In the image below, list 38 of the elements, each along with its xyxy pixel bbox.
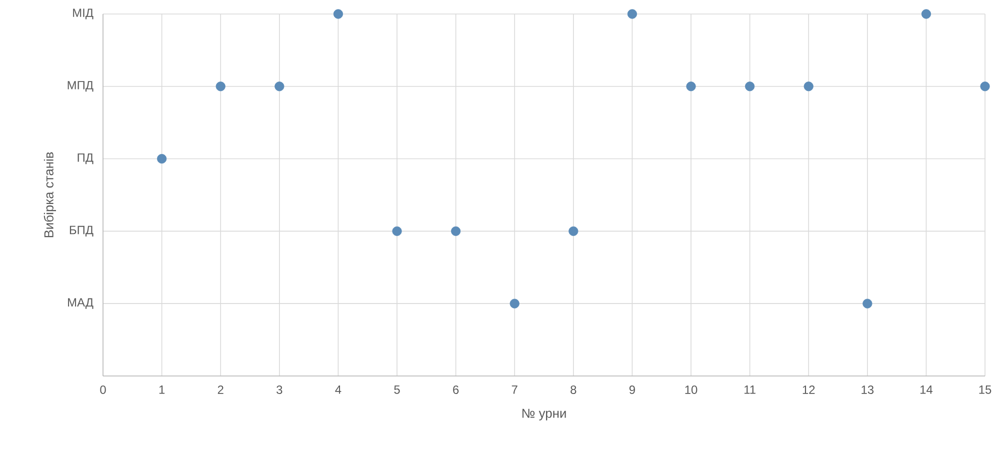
point [980, 82, 990, 92]
point [745, 82, 755, 92]
x-tick-label: 10 [685, 386, 698, 394]
x-tick-label: 14 [920, 386, 933, 394]
point [862, 298, 872, 308]
x-tick-label: 5 [394, 386, 400, 394]
x-axis-title: № урни [522, 408, 566, 420]
x-tick-label: 3 [276, 386, 282, 394]
x-tick-label: 9 [629, 386, 635, 394]
category-label: ПД [78, 153, 94, 164]
x-tick-label: 6 [453, 386, 459, 394]
point [392, 226, 402, 236]
x-tick-label: 12 [802, 386, 815, 394]
category-label: БПД [70, 226, 94, 236]
category-label: МПД [68, 81, 94, 92]
point [157, 154, 167, 164]
x-tick-label: 0 [100, 386, 106, 394]
point [568, 226, 578, 236]
point [627, 9, 638, 19]
x-tick-label: 15 [979, 386, 992, 394]
y-axis-title: Вибірка станів [44, 152, 56, 238]
x-tick-label: 7 [512, 386, 518, 394]
x-tick-label: 8 [570, 386, 576, 394]
point [274, 82, 284, 92]
point [804, 82, 814, 92]
x-tick-label: 4 [335, 386, 342, 394]
point [510, 298, 520, 308]
x-tick-label: 13 [862, 386, 874, 394]
point [333, 9, 344, 19]
x-tick-label: 11 [744, 386, 756, 394]
x-tick-label: 1 [159, 386, 165, 394]
category-label: МАД [68, 298, 94, 309]
x-tick-label: 2 [218, 386, 224, 394]
point [216, 82, 226, 92]
category-label: МІД [73, 8, 94, 20]
point [686, 82, 696, 92]
point [921, 9, 932, 19]
point [451, 226, 461, 236]
